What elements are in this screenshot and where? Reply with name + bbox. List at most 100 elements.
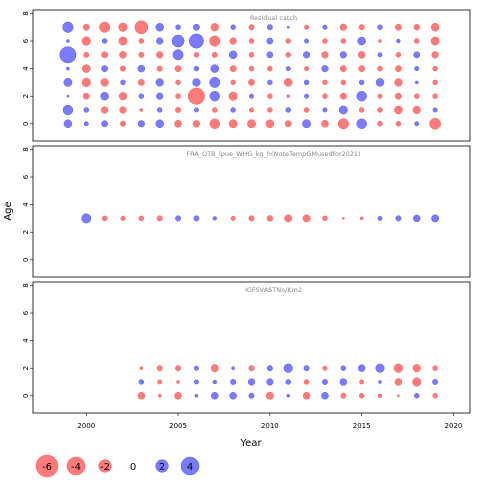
bubble bbox=[101, 51, 108, 59]
bubble bbox=[83, 121, 89, 127]
bubble bbox=[228, 119, 238, 129]
bubble bbox=[321, 392, 329, 400]
bubble bbox=[394, 378, 403, 386]
bubble bbox=[138, 379, 145, 385]
bubble bbox=[413, 51, 421, 59]
bubble bbox=[156, 51, 164, 59]
bubble bbox=[377, 65, 383, 72]
bubble bbox=[63, 78, 73, 87]
bubble bbox=[139, 108, 144, 112]
bubble bbox=[156, 215, 163, 222]
bubble bbox=[120, 120, 126, 127]
bubble bbox=[138, 215, 145, 222]
bubble bbox=[137, 64, 146, 73]
bubble bbox=[395, 121, 402, 127]
bubble bbox=[322, 93, 328, 99]
y-tick-label: 4 bbox=[22, 202, 30, 207]
legend-label: -2 bbox=[100, 462, 110, 473]
bubble bbox=[357, 36, 366, 46]
bubble bbox=[321, 51, 329, 59]
bubble bbox=[378, 380, 382, 384]
bubble bbox=[101, 215, 108, 222]
bubble bbox=[66, 66, 70, 71]
bubble bbox=[83, 107, 89, 113]
legend-bubble bbox=[35, 454, 59, 478]
bubble bbox=[284, 214, 293, 223]
panel-frame bbox=[32, 9, 471, 142]
bubble bbox=[175, 107, 182, 113]
bubble bbox=[358, 393, 365, 399]
bubble bbox=[321, 65, 329, 73]
bubble bbox=[357, 364, 366, 372]
bubble bbox=[322, 24, 328, 30]
bubble bbox=[339, 378, 348, 386]
bubble bbox=[248, 365, 255, 372]
bubble bbox=[229, 65, 237, 72]
bubble bbox=[175, 24, 181, 30]
bubble bbox=[340, 365, 347, 371]
bubble bbox=[138, 51, 145, 58]
bubble bbox=[118, 36, 128, 46]
bubble bbox=[100, 91, 109, 101]
bubble bbox=[321, 379, 328, 385]
bubble bbox=[172, 49, 184, 61]
bubble bbox=[322, 38, 328, 44]
bubble bbox=[247, 378, 256, 386]
bubble bbox=[339, 92, 347, 100]
bubble bbox=[120, 215, 126, 221]
bubble bbox=[286, 94, 291, 98]
bubble bbox=[337, 118, 349, 130]
bubble bbox=[339, 65, 347, 72]
legend-bubble bbox=[98, 459, 112, 473]
bubble bbox=[358, 24, 365, 31]
bubble bbox=[192, 120, 200, 128]
bubble bbox=[303, 379, 310, 385]
y-tick-label: 8 bbox=[22, 147, 30, 151]
bubble bbox=[414, 66, 420, 72]
x-axis-label: Year bbox=[239, 438, 262, 449]
bubble bbox=[249, 93, 254, 99]
bubble bbox=[209, 90, 220, 102]
bubble bbox=[171, 34, 185, 48]
bubble bbox=[248, 392, 255, 399]
bubble bbox=[430, 22, 440, 32]
bubble bbox=[340, 38, 347, 44]
bubble bbox=[377, 393, 383, 398]
bubble bbox=[209, 76, 221, 88]
y-tick-label: 0 bbox=[22, 394, 30, 398]
bubble bbox=[432, 65, 438, 72]
bubble bbox=[137, 79, 145, 86]
bubble bbox=[303, 107, 310, 113]
panel-frame bbox=[32, 281, 471, 414]
x-tick-label: 2010 bbox=[261, 422, 279, 430]
legend-label: 0 bbox=[130, 462, 136, 473]
y-tick-label: 6 bbox=[22, 174, 30, 179]
bubble bbox=[156, 365, 163, 372]
y-tick-label: 8 bbox=[22, 283, 30, 287]
bubble bbox=[155, 78, 164, 87]
bubble bbox=[322, 79, 328, 86]
bubble bbox=[63, 119, 73, 129]
panel-title: Residual catch bbox=[250, 14, 297, 22]
bubble bbox=[395, 52, 402, 58]
bubble bbox=[100, 78, 109, 87]
bubble bbox=[157, 379, 163, 385]
bubble bbox=[249, 107, 254, 113]
bubble bbox=[394, 78, 403, 87]
bubble bbox=[156, 92, 164, 100]
bubble bbox=[302, 214, 311, 223]
bubble bbox=[193, 379, 199, 385]
bubble bbox=[248, 215, 255, 222]
bubble bbox=[119, 51, 127, 59]
bubble bbox=[338, 105, 348, 115]
bubble bbox=[193, 107, 199, 113]
legend-label: 4 bbox=[187, 462, 193, 473]
bubble bbox=[101, 106, 109, 114]
bubble bbox=[228, 91, 238, 101]
bubble bbox=[267, 65, 273, 72]
bubble bbox=[248, 79, 255, 86]
bubble bbox=[101, 38, 108, 44]
bubble bbox=[375, 363, 385, 373]
bubble bbox=[230, 379, 237, 385]
